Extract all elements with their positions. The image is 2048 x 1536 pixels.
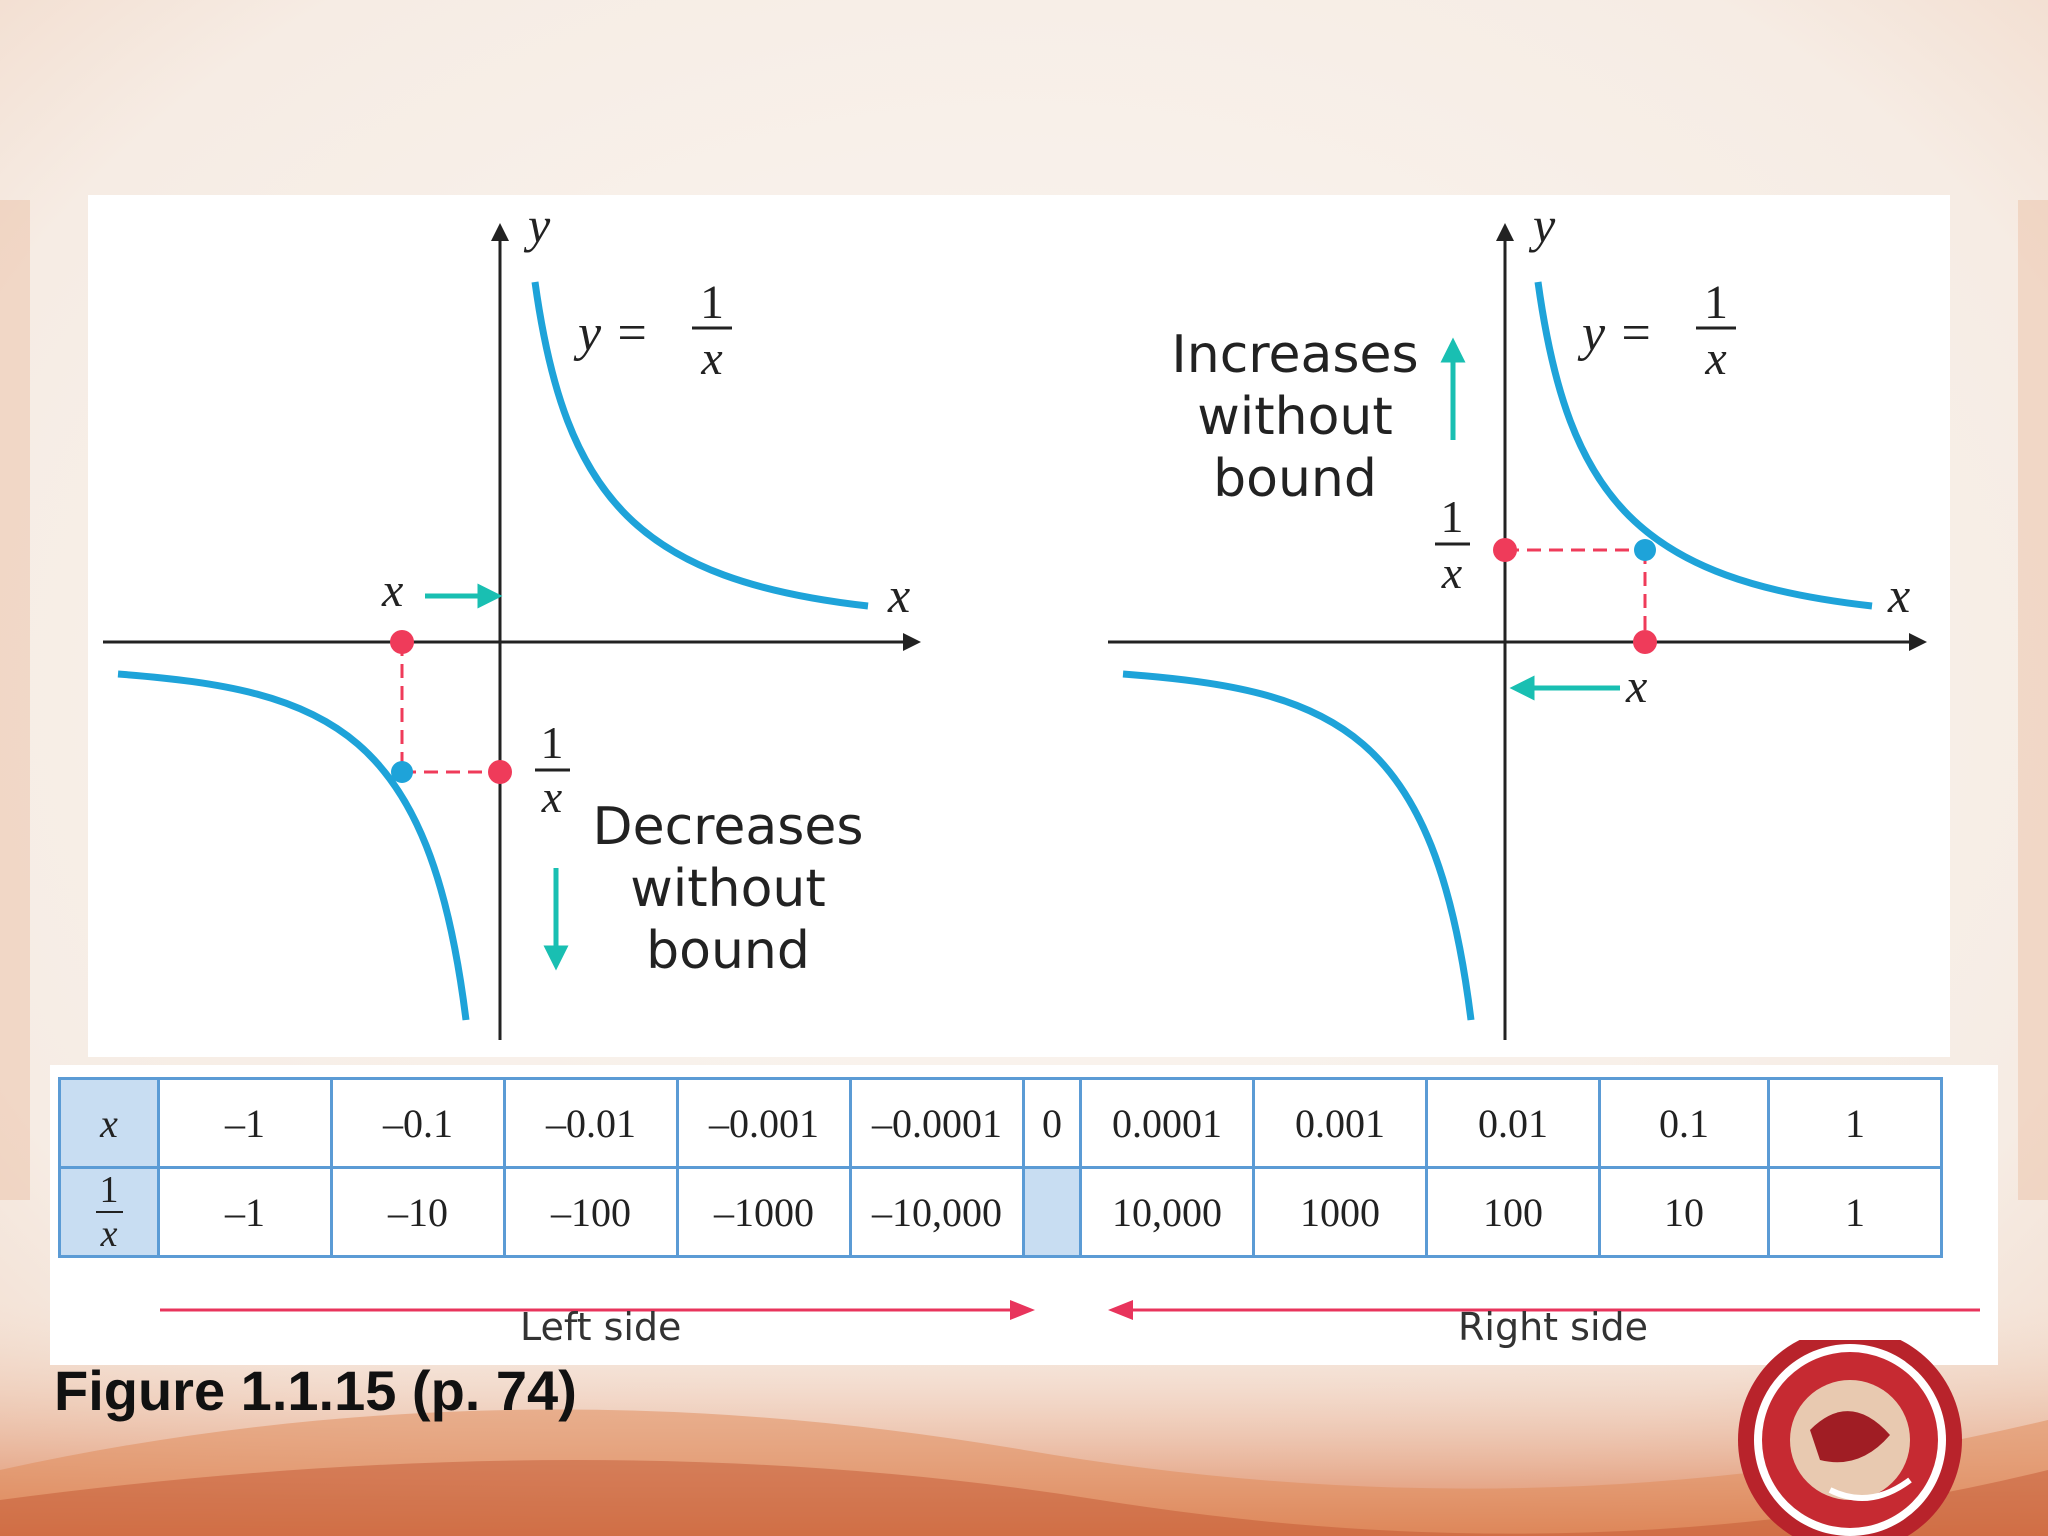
value-table: x –1 –0.1 –0.01 –0.001 –0.0001 0 0.0001 … bbox=[58, 1077, 1943, 1258]
left-equation-den: x bbox=[700, 332, 722, 385]
right-x-axis-label: x bbox=[1887, 567, 1910, 623]
left-point-on-y-axis bbox=[488, 760, 512, 784]
left-equation-num: 1 bbox=[700, 276, 724, 329]
table-cell: –0.01 bbox=[503, 1077, 679, 1169]
right-annotation-line2: without bbox=[1197, 387, 1392, 447]
left-annotation-line2: without bbox=[630, 859, 825, 919]
left-annotation-line3: bound bbox=[646, 921, 810, 981]
table-cell: 0.01 bbox=[1425, 1077, 1601, 1169]
university-seal bbox=[1738, 1340, 1962, 1536]
table-cell: 0.1 bbox=[1598, 1077, 1770, 1169]
table-panel: x –1 –0.1 –0.01 –0.001 –0.0001 0 0.0001 … bbox=[50, 1065, 1998, 1365]
row-header-x: x bbox=[58, 1077, 160, 1169]
right-point-on-x-axis bbox=[1633, 630, 1657, 654]
right-equation-den: x bbox=[1704, 332, 1726, 385]
table-cell: 0.001 bbox=[1252, 1077, 1428, 1169]
right-side-arrowhead bbox=[1108, 1300, 1133, 1320]
figure-caption: Figure 1.1.15 (p. 74) bbox=[54, 1359, 577, 1422]
right-point-on-y-axis bbox=[1493, 538, 1517, 562]
table-cell: –1000 bbox=[676, 1166, 852, 1258]
left-yvalue-num: 1 bbox=[541, 717, 564, 768]
table-cell: –0.001 bbox=[676, 1077, 852, 1169]
left-yvalue-den: x bbox=[541, 771, 563, 822]
left-side-label: Left side bbox=[520, 1305, 682, 1349]
table-cell: –10 bbox=[330, 1166, 506, 1258]
table-cell: 1 bbox=[1767, 1077, 1943, 1169]
table-cell: 0.0001 bbox=[1079, 1077, 1255, 1169]
table-cell: 1 bbox=[1767, 1166, 1943, 1258]
right-point-on-curve bbox=[1634, 539, 1656, 561]
table-cell: –0.1 bbox=[330, 1077, 506, 1169]
left-point-on-x-axis bbox=[390, 630, 414, 654]
left-equation: y = 1 x bbox=[573, 276, 732, 385]
reciprocal-fraction: 1 x bbox=[95, 1171, 123, 1255]
right-y-axis-label: y bbox=[1528, 197, 1556, 253]
right-annotation-line3: bound bbox=[1213, 449, 1377, 509]
right-equation-lhs: y = bbox=[1577, 305, 1653, 362]
right-equation-num: 1 bbox=[1704, 276, 1728, 329]
table-cell: –0.0001 bbox=[849, 1077, 1025, 1169]
right-side-label: Right side bbox=[1458, 1305, 1648, 1349]
right-curve-lower bbox=[1122, 670, 1475, 1021]
side-arrows bbox=[160, 1300, 1980, 1320]
right-graph: y x y = 1 x Increases without bound 1 x … bbox=[1108, 197, 1927, 1040]
right-annotation-line1: Increases bbox=[1171, 325, 1418, 385]
right-curve-upper bbox=[1534, 281, 1873, 610]
right-equation: y = 1 x bbox=[1577, 276, 1736, 385]
left-curve-lower bbox=[117, 670, 470, 1021]
table-cell-zero: 0 bbox=[1022, 1077, 1082, 1169]
left-equation-lhs: y = bbox=[573, 305, 649, 362]
table-cell: –100 bbox=[503, 1166, 679, 1258]
left-graph: y x y = 1 x x 1 x Decreases without boun… bbox=[103, 197, 921, 1040]
reciprocal-num: 1 bbox=[95, 1171, 123, 1213]
table-row-reciprocal: 1 x –1 –10 –100 –1000 –10,000 10,000 100… bbox=[58, 1166, 1943, 1258]
left-annotation-line1: Decreases bbox=[593, 797, 864, 857]
left-point-on-curve bbox=[391, 761, 413, 783]
table-cell: –1 bbox=[157, 1077, 333, 1169]
right-yvalue-num: 1 bbox=[1441, 491, 1464, 542]
left-x-axis-label: x bbox=[887, 567, 910, 623]
left-side-arrowhead bbox=[1010, 1300, 1035, 1320]
table-cell: 10,000 bbox=[1079, 1166, 1255, 1258]
table-cell: 10 bbox=[1598, 1166, 1770, 1258]
reciprocal-den: x bbox=[100, 1213, 118, 1255]
graphs-panel bbox=[88, 195, 1950, 1057]
table-cell: –10,000 bbox=[849, 1166, 1025, 1258]
table-cell: 1000 bbox=[1252, 1166, 1428, 1258]
left-y-axis-label: y bbox=[523, 197, 551, 253]
table-cell-blank bbox=[1022, 1166, 1082, 1258]
left-curve-upper bbox=[531, 281, 869, 610]
table-cell: –1 bbox=[157, 1166, 333, 1258]
row-header-reciprocal: 1 x bbox=[58, 1166, 160, 1258]
right-yvalue-den: x bbox=[1441, 547, 1463, 598]
table-row-x: x –1 –0.1 –0.01 –0.001 –0.0001 0 0.0001 … bbox=[58, 1077, 1943, 1169]
left-point-x-label: x bbox=[381, 564, 403, 617]
right-point-x-label: x bbox=[1625, 660, 1647, 713]
table-cell: 100 bbox=[1425, 1166, 1601, 1258]
